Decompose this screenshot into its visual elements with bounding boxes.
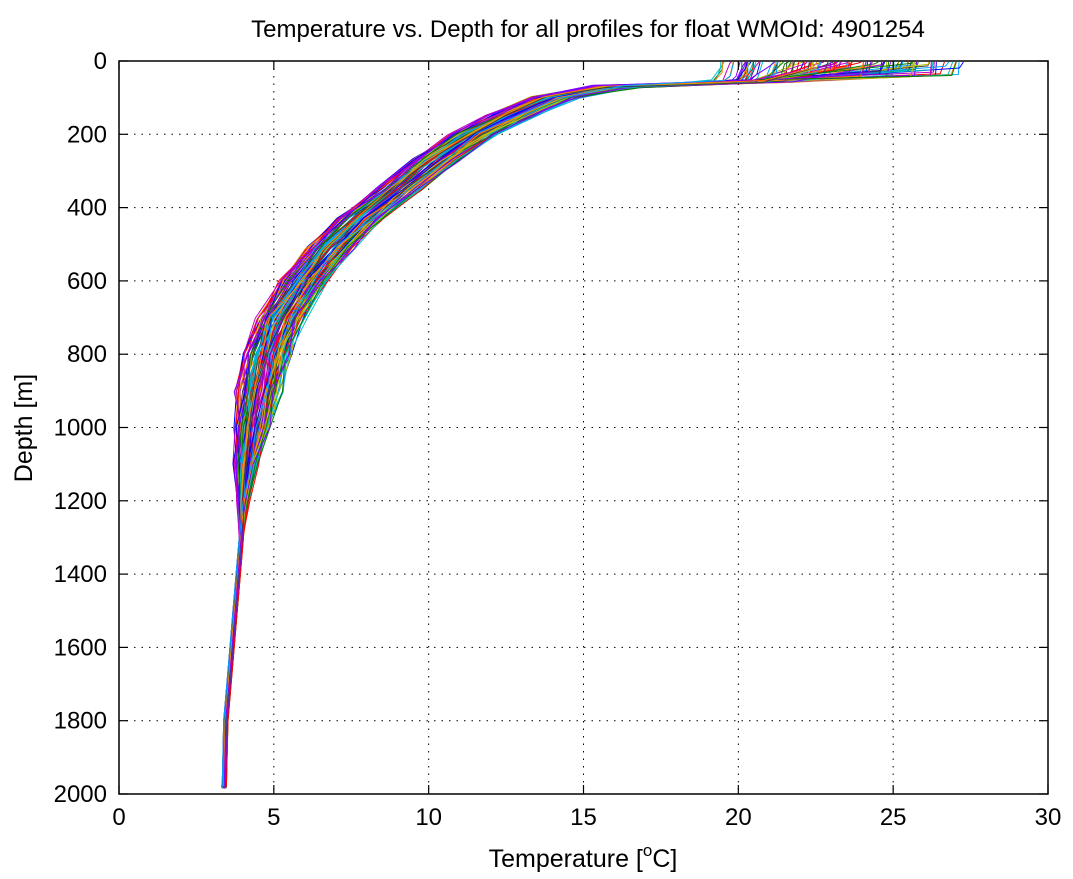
y-tick-label: 2000 xyxy=(54,781,107,808)
y-tick-label: 800 xyxy=(67,341,107,368)
y-tick-label: 1400 xyxy=(54,561,107,588)
x-axis-label-superscript: o xyxy=(643,841,652,860)
y-tick-label: 600 xyxy=(67,268,107,295)
x-tick-label: 10 xyxy=(415,804,442,831)
x-tick-label: 0 xyxy=(112,804,125,831)
chart-title: Temperature vs. Depth for all profiles f… xyxy=(251,16,925,43)
y-tick-label: 400 xyxy=(67,195,107,222)
x-tick-label: 20 xyxy=(725,804,752,831)
x-tick-labels: 0 5 10 15 20 25 30 xyxy=(112,804,1061,831)
y-tick-label: 200 xyxy=(67,121,107,148)
x-axis-label-main: Temperature [ xyxy=(489,845,643,873)
temperature-profiles xyxy=(220,61,964,789)
x-axis-label-unit: C] xyxy=(652,845,677,873)
x-tick-label: 5 xyxy=(267,804,280,831)
x-tick-label: 30 xyxy=(1035,804,1062,831)
y-tick-label: 1000 xyxy=(54,415,107,442)
y-tick-labels: 0 200 400 600 800 1000 1200 1400 1600 1800 2000 xyxy=(54,48,107,808)
plot-area-frame xyxy=(118,60,1049,795)
y-tick-label: 1200 xyxy=(54,488,107,515)
temperature-profile-line xyxy=(221,61,818,787)
x-tick-label: 15 xyxy=(570,804,597,831)
x-axis-label: Temperature [oC] xyxy=(489,841,678,873)
y-tick-label: 0 xyxy=(94,48,107,75)
y-tick-label: 1800 xyxy=(54,708,107,735)
y-tick-label: 1600 xyxy=(54,634,107,661)
x-tick-label: 25 xyxy=(880,804,907,831)
temperature-profile-line xyxy=(221,61,775,789)
y-axis-label: Depth [m] xyxy=(10,374,38,482)
temperature-profile-line xyxy=(221,61,735,788)
